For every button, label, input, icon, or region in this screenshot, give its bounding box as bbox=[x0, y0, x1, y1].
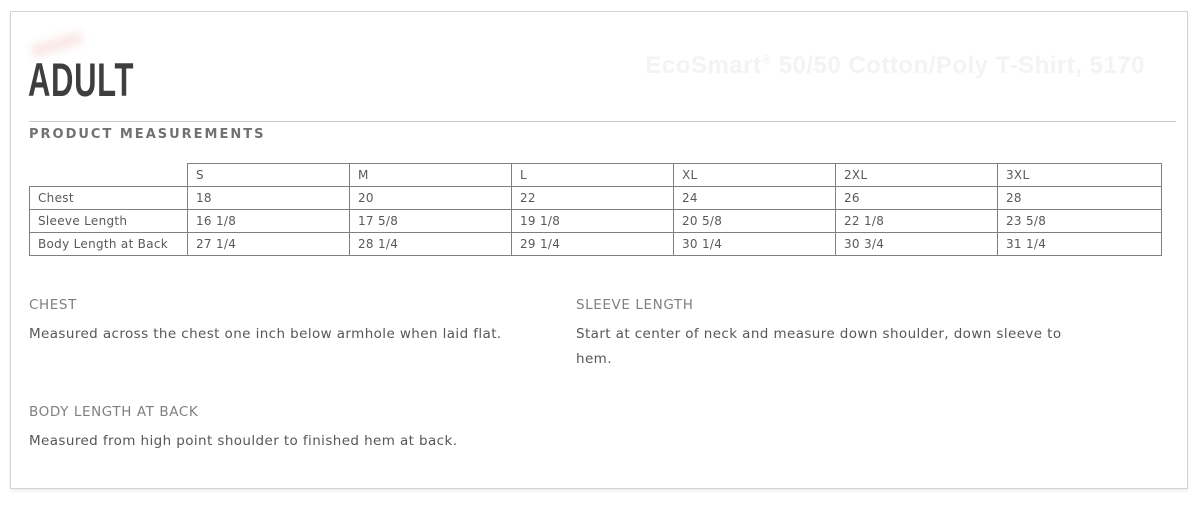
definition-description: Start at center of neck and measure down… bbox=[576, 326, 1062, 367]
measurements-table: S M L XL 2XL 3XL Chest 18 20 22 24 26 28… bbox=[29, 163, 1162, 256]
definition-body-length-at-back: BODY LENGTH AT BACK Measured from high p… bbox=[29, 404, 574, 454]
table-cell: 31 1/4 bbox=[997, 232, 1162, 256]
ghost-product-title: EcoSmart® 50/50 Cotton/Poly T-Shirt, 517… bbox=[645, 52, 1145, 80]
definition-term: SLEEVE LENGTH bbox=[576, 297, 694, 313]
table-cell: 20 5/8 bbox=[673, 209, 836, 233]
size-header-2xl: 2XL bbox=[835, 163, 998, 187]
row-label: Sleeve Length bbox=[29, 209, 188, 233]
table-cell: 20 bbox=[349, 186, 512, 210]
table-cell: 24 bbox=[673, 186, 836, 210]
table-cell: 18 bbox=[187, 186, 350, 210]
table-cell: 28 1/4 bbox=[349, 232, 512, 256]
table-corner-cell bbox=[30, 164, 188, 187]
table-header-row: S M L XL 2XL 3XL bbox=[30, 163, 1162, 187]
table-cell: 29 1/4 bbox=[511, 232, 674, 256]
definition-description: Measured across the chest one inch below… bbox=[29, 326, 502, 342]
table-row-chest: Chest 18 20 22 24 26 28 bbox=[29, 186, 1162, 210]
size-header-xl: XL bbox=[673, 163, 836, 187]
table-row-body-length-at-back: Body Length at Back 27 1/4 28 1/4 29 1/4… bbox=[29, 232, 1162, 256]
row-label: Body Length at Back bbox=[29, 232, 188, 256]
size-header-l: L bbox=[511, 163, 674, 187]
page-title: ADULT bbox=[28, 53, 135, 106]
table-cell: 22 bbox=[511, 186, 674, 210]
definition-term: BODY LENGTH AT BACK bbox=[29, 404, 199, 420]
table-cell: 30 3/4 bbox=[835, 232, 998, 256]
product-name-rest: 50/50 Cotton/Poly T-Shirt, 5170 bbox=[771, 52, 1145, 79]
product-name: EcoSmart bbox=[645, 52, 762, 79]
table-cell: 28 bbox=[997, 186, 1162, 210]
table-cell: 23 5/8 bbox=[997, 209, 1162, 233]
table-cell: 27 1/4 bbox=[187, 232, 350, 256]
table-cell: 26 bbox=[835, 186, 998, 210]
table-cell: 22 1/8 bbox=[835, 209, 998, 233]
definition-sleeve-length: SLEEVE LENGTH Start at center of neck an… bbox=[576, 297, 1088, 372]
section-title: PRODUCT MEASUREMENTS bbox=[29, 127, 266, 142]
definition-chest: CHEST Measured across the chest one inch… bbox=[29, 297, 554, 347]
definition-term: CHEST bbox=[29, 297, 77, 313]
definition-description: Measured from high point shoulder to fin… bbox=[29, 433, 458, 449]
section-divider bbox=[29, 121, 1176, 122]
table-cell: 16 1/8 bbox=[187, 209, 350, 233]
table-cell: 19 1/8 bbox=[511, 209, 674, 233]
size-header-s: S bbox=[187, 163, 350, 187]
spec-sheet-frame: ADULT EcoSmart® 50/50 Cotton/Poly T-Shir… bbox=[10, 11, 1188, 489]
table-cell: 30 1/4 bbox=[673, 232, 836, 256]
table-row-sleeve-length: Sleeve Length 16 1/8 17 5/8 19 1/8 20 5/… bbox=[29, 209, 1162, 233]
table-cell: 17 5/8 bbox=[349, 209, 512, 233]
size-header-m: M bbox=[349, 163, 512, 187]
row-label: Chest bbox=[29, 186, 188, 210]
size-header-3xl: 3XL bbox=[997, 163, 1162, 187]
registered-trademark-symbol: ® bbox=[761, 52, 772, 67]
